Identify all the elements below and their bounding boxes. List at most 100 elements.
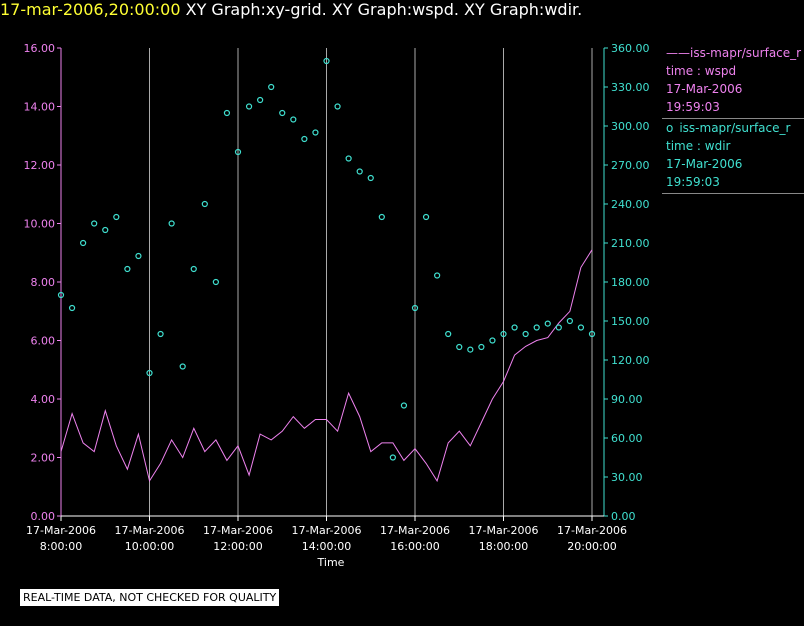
wdir-point — [68, 304, 76, 312]
wdir-point — [422, 213, 430, 221]
x-tick-time: 14:00:00 — [302, 540, 351, 553]
left-y-tick-label: 14.00 — [24, 101, 56, 114]
legend-date: 17-Mar-2006 — [666, 157, 743, 171]
wdir-point — [168, 220, 175, 227]
left-y-tick-label: 2.00 — [31, 452, 56, 465]
wdir-point — [478, 343, 485, 351]
wdir-point — [102, 226, 109, 234]
wdir-point — [378, 213, 385, 221]
legend-date: 17-Mar-2006 — [666, 82, 743, 96]
right-y-tick-label: 360.00 — [611, 42, 650, 55]
right-y-tick-label: 150.00 — [611, 315, 650, 328]
wdir-point — [257, 96, 264, 104]
title-graph-list: XY Graph:xy-grid. XY Graph:wspd. XY Grap… — [185, 0, 583, 19]
grid-lines — [149, 48, 593, 516]
legend-point-marker: o — [666, 121, 674, 135]
right-y-tick-label: 240.00 — [611, 198, 650, 211]
wdir-point — [223, 109, 231, 117]
wdir-point — [334, 103, 341, 110]
wdir-point — [80, 239, 87, 247]
wdir-point — [445, 330, 452, 338]
wdir-point — [511, 324, 518, 331]
x-tick-date: 17-Mar-2006 — [469, 524, 539, 537]
legend-entry-wdir: o iss-mapr/surface_r time : wdir 17-Mar-2… — [662, 119, 804, 194]
wdir-point — [434, 272, 441, 279]
right-y-tick-label: 0.00 — [611, 510, 636, 523]
wdir-point — [367, 174, 374, 182]
left-y-tick-label: 12.00 — [24, 159, 56, 172]
wdir-point — [190, 265, 197, 273]
wdir-point — [290, 116, 297, 123]
legend-variable: time : wspd — [666, 64, 737, 78]
x-tick-date: 17-Mar-2006 — [26, 524, 96, 537]
legend-time: 19:59:03 — [666, 100, 720, 114]
data-quality-notice: REAL-TIME DATA, NOT CHECKED FOR QUALITY — [20, 589, 280, 606]
x-tick-time: 12:00:00 — [213, 540, 262, 553]
left-y-tick-label: 10.00 — [24, 218, 56, 231]
wdir-point — [279, 109, 286, 117]
right-y-tick-label: 120.00 — [611, 354, 650, 367]
x-tick-date: 17-Mar-2006 — [203, 524, 273, 537]
wdir-point — [555, 324, 562, 331]
wspd-series-line — [60, 249, 593, 483]
wdir-point — [135, 252, 142, 260]
wdir-point — [533, 324, 540, 331]
wdir-point — [389, 454, 396, 461]
legend-series-name: iss-mapr/surface_r — [690, 46, 802, 60]
wdir-point — [400, 402, 408, 409]
wdir-point — [356, 168, 363, 175]
left-y-tick-label: 4.00 — [31, 393, 56, 406]
axes — [57, 47, 608, 521]
wdir-point — [588, 330, 596, 338]
left-y-tick-label: 16.00 — [24, 42, 56, 55]
left-y-tick-label: 0.00 — [31, 510, 56, 523]
x-tick-date: 17-Mar-2006 — [557, 524, 627, 537]
wdir-point — [467, 346, 474, 353]
wdir-point — [456, 343, 463, 351]
wdir-point — [411, 304, 419, 312]
wdir-point — [124, 265, 131, 273]
wdir-point — [312, 129, 319, 136]
wdir-point — [201, 200, 208, 208]
tick-labels: 17-Mar-2006 8:00:00 17-Mar-2006 10:00:00 17-… — [24, 42, 650, 553]
x-tick-date: 17-Mar-2006 — [292, 524, 362, 537]
legend-variable: time : wdir — [666, 139, 731, 153]
legend: ——iss-mapr/surface_r time : wspd 17-Mar-… — [662, 44, 804, 194]
right-y-tick-label: 180.00 — [611, 276, 650, 289]
chart-title: 17-mar-2006,20:00:00 XY Graph:xy-grid. X… — [0, 0, 582, 24]
x-tick-time: 18:00:00 — [479, 540, 528, 553]
wdir-point — [301, 135, 308, 143]
right-y-tick-label: 60.00 — [611, 432, 643, 445]
title-timestamp: 17-mar-2006,20:00:00 — [0, 0, 181, 19]
wdir-point — [522, 330, 529, 338]
wdir-point — [489, 337, 496, 344]
legend-line-marker: —— — [666, 46, 690, 60]
x-tick-date: 17-Mar-2006 — [115, 524, 185, 537]
series-layer — [57, 57, 596, 483]
x-tick-time: 8:00:00 — [40, 540, 82, 553]
wdir-point — [234, 148, 242, 156]
wdir-point — [323, 57, 330, 65]
wdir-point — [500, 330, 507, 338]
left-y-tick-label: 8.00 — [31, 276, 56, 289]
wdir-point — [577, 324, 585, 331]
wdir-point — [113, 213, 120, 221]
x-tick-date: 17-Mar-2006 — [380, 524, 450, 537]
legend-entry-wspd: ——iss-mapr/surface_r time : wspd 17-Mar-… — [662, 44, 804, 119]
wdir-point — [268, 83, 275, 91]
right-y-tick-label: 210.00 — [611, 237, 650, 250]
wdir-point — [57, 291, 65, 299]
left-y-tick-label: 6.00 — [31, 335, 56, 348]
right-y-tick-label: 300.00 — [611, 120, 650, 133]
x-tick-time: 16:00:00 — [390, 540, 439, 553]
wdir-point — [157, 330, 164, 338]
legend-series-name: iss-mapr/surface_r — [679, 121, 791, 135]
wdir-point — [544, 320, 551, 327]
wdir-point — [212, 278, 219, 286]
wdir-point — [179, 363, 186, 370]
wdir-point — [146, 369, 153, 377]
right-y-tick-label: 330.00 — [611, 81, 650, 94]
right-y-tick-label: 30.00 — [611, 471, 643, 484]
right-y-tick-label: 90.00 — [611, 393, 643, 406]
